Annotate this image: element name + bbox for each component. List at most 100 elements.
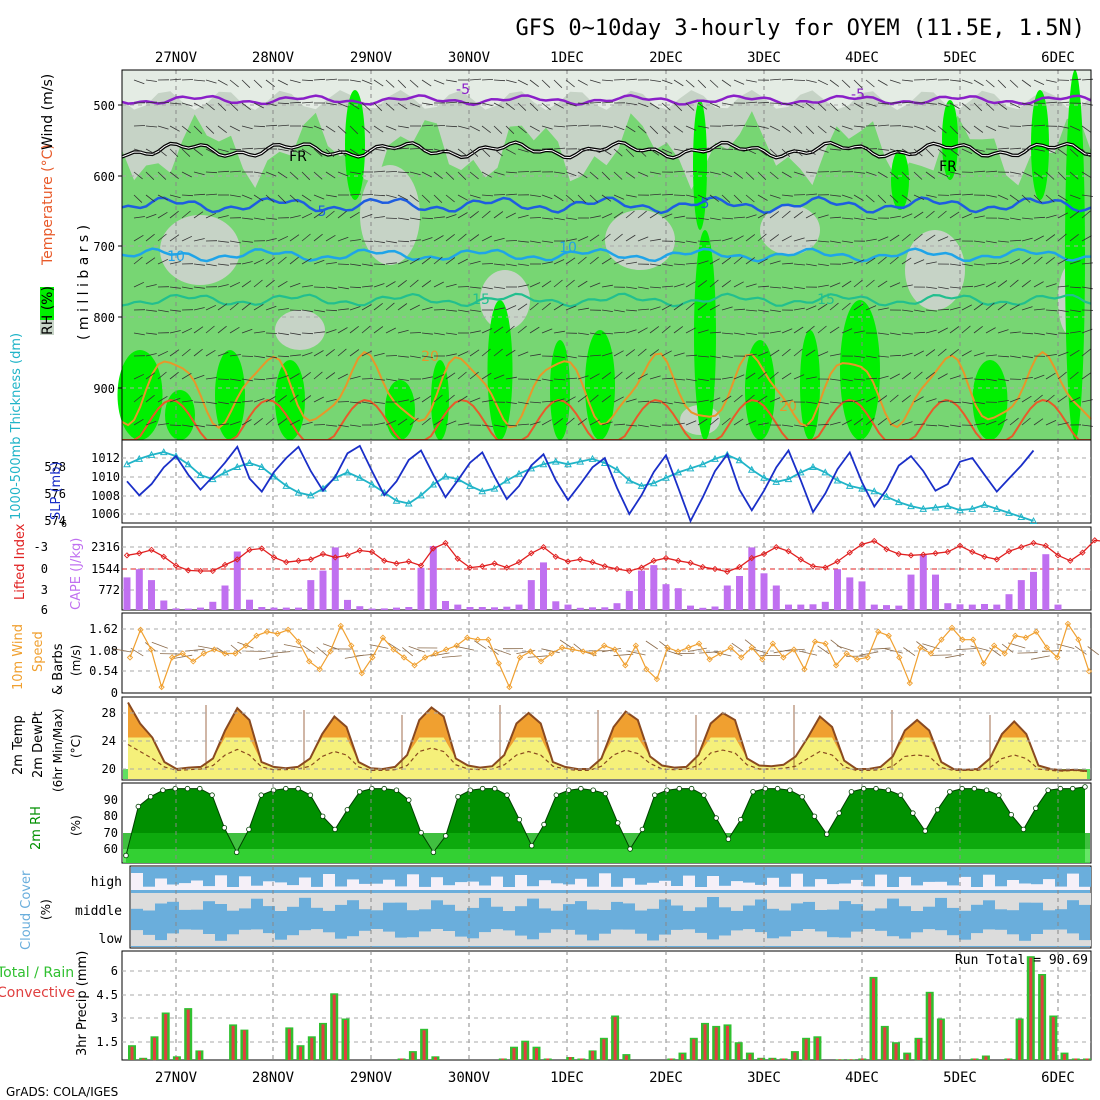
cape-bar: [981, 604, 988, 610]
rh-marker: [726, 837, 731, 842]
cloud-high-bar: [515, 867, 527, 875]
cloud-mid-gap: [611, 893, 623, 902]
wind-barb: [338, 264, 349, 265]
cloud-mid-gap: [527, 893, 539, 899]
cloud-mid-gap: [167, 893, 179, 902]
cloud-low-gap: [143, 935, 155, 946]
wind-barb: [506, 241, 517, 242]
date-label-top: 2DEC: [649, 50, 683, 66]
cloud-low-gap: [227, 934, 239, 946]
cloud-mid-gap: [227, 893, 239, 911]
cloud-high-bar: [143, 867, 155, 887]
rh-marker: [775, 786, 780, 791]
cloud-high-bar: [179, 867, 191, 883]
temp-tick-label: 24: [102, 734, 116, 748]
cape-bar: [246, 600, 253, 610]
cloud-low-gap: [587, 940, 599, 946]
cloud-high-bar: [671, 867, 683, 886]
rh-marker: [800, 794, 805, 799]
cloud-low-gap: [383, 932, 395, 946]
pressure-tick-label: 600: [93, 170, 115, 184]
rh-marker: [394, 788, 399, 793]
cape-bar: [932, 575, 939, 610]
cloud-mid-gap: [923, 893, 935, 907]
upper-ylabel-temp: Temperature (°C): [40, 144, 56, 266]
cape-bar: [283, 608, 290, 610]
cloud-high-bar: [131, 867, 143, 873]
wind-barb: [290, 310, 301, 311]
cloud-low-gap: [803, 929, 815, 946]
cloud-mid-gap: [203, 893, 215, 901]
cloud-mid-gap: [803, 893, 815, 902]
cloud-mid-gap: [599, 893, 611, 910]
cloud-high-bar: [167, 867, 179, 885]
rh-marker: [259, 793, 264, 798]
precip-convective-bar: [895, 1044, 898, 1060]
cloud-high-bar: [779, 867, 791, 887]
precip-convective-bar: [569, 1057, 572, 1060]
wind-barb: [482, 264, 493, 265]
cape-bar: [785, 605, 792, 610]
cloud-mid-gap: [959, 893, 971, 911]
rh-marker: [591, 788, 596, 793]
cloud-high-bar: [1031, 867, 1043, 884]
precip-convective-bar: [175, 1057, 178, 1060]
date-label-top: 5DEC: [943, 50, 977, 66]
cloud-mid-gap: [875, 893, 887, 908]
cape-bar: [258, 607, 265, 610]
precip-convective-bar: [850, 1059, 853, 1060]
cloud-low-gap: [419, 931, 431, 946]
cloud-mid-gap: [419, 893, 431, 909]
cloud-low-gap: [899, 939, 911, 946]
cloud-high-bar: [719, 867, 731, 886]
rh-marker: [554, 793, 559, 798]
cloud-low-gap: [455, 937, 467, 946]
temp-axis: 282420: [102, 706, 116, 776]
precip-ylabel-total: Total / Rain: [0, 965, 74, 981]
cloud-mid-gap: [407, 893, 419, 910]
cloud-mid-gap: [1067, 893, 1079, 900]
cape-bar: [209, 602, 216, 610]
cloud-mid-gap: [851, 893, 863, 904]
cloud-mid-gap: [359, 893, 371, 909]
cloud-low-gap: [623, 930, 635, 946]
cloud-mid-gap: [731, 893, 743, 911]
cloud-mid-gap: [311, 893, 323, 908]
cloud-low-gap: [167, 933, 179, 946]
cloud-high-bar: [551, 867, 563, 883]
cloud-low-gap: [947, 935, 959, 946]
wind-barb: [590, 103, 601, 104]
cape-bar: [577, 608, 584, 610]
cloud-mid-gap: [779, 893, 791, 911]
cape-bar: [601, 607, 608, 610]
cape-bar: [271, 608, 278, 610]
precip-ylabel-conv: Convective: [0, 985, 75, 1001]
cloud-mid-gap: [707, 893, 719, 897]
cloud-mid-gap: [143, 893, 155, 911]
cloud-high-bar: [239, 867, 251, 876]
wind-barb: [134, 126, 145, 127]
wind-barb: [794, 80, 805, 81]
cloud-high-bar: [911, 867, 923, 885]
cape-bar: [540, 562, 547, 610]
cloud-high-bar: [899, 867, 911, 877]
cloud-high-bar: [875, 867, 887, 875]
rh-marker: [923, 829, 928, 834]
rh-marker: [296, 786, 301, 791]
cloud-low-gap: [1067, 933, 1079, 946]
cloud-mid-gap: [239, 893, 251, 908]
cloud-high-bar: [1067, 867, 1079, 874]
upper-ylabel-pressure: ( m i l l i b a r s ): [76, 225, 92, 340]
rh-marker: [1058, 786, 1063, 791]
cloud-high-bar: [791, 867, 803, 874]
pressure-tick-label: 900: [93, 382, 115, 396]
cloud-low-gap: [971, 933, 983, 946]
cape-bar: [920, 554, 927, 610]
rh-marker: [628, 847, 633, 852]
cape-bar: [797, 605, 804, 610]
rh-moist-column: [973, 360, 1008, 440]
contour-label: -5: [456, 82, 470, 98]
cloud-mid-gap: [179, 893, 191, 910]
cloud-low-gap: [347, 936, 359, 946]
date-label-bottom: 3DEC: [747, 1070, 781, 1086]
